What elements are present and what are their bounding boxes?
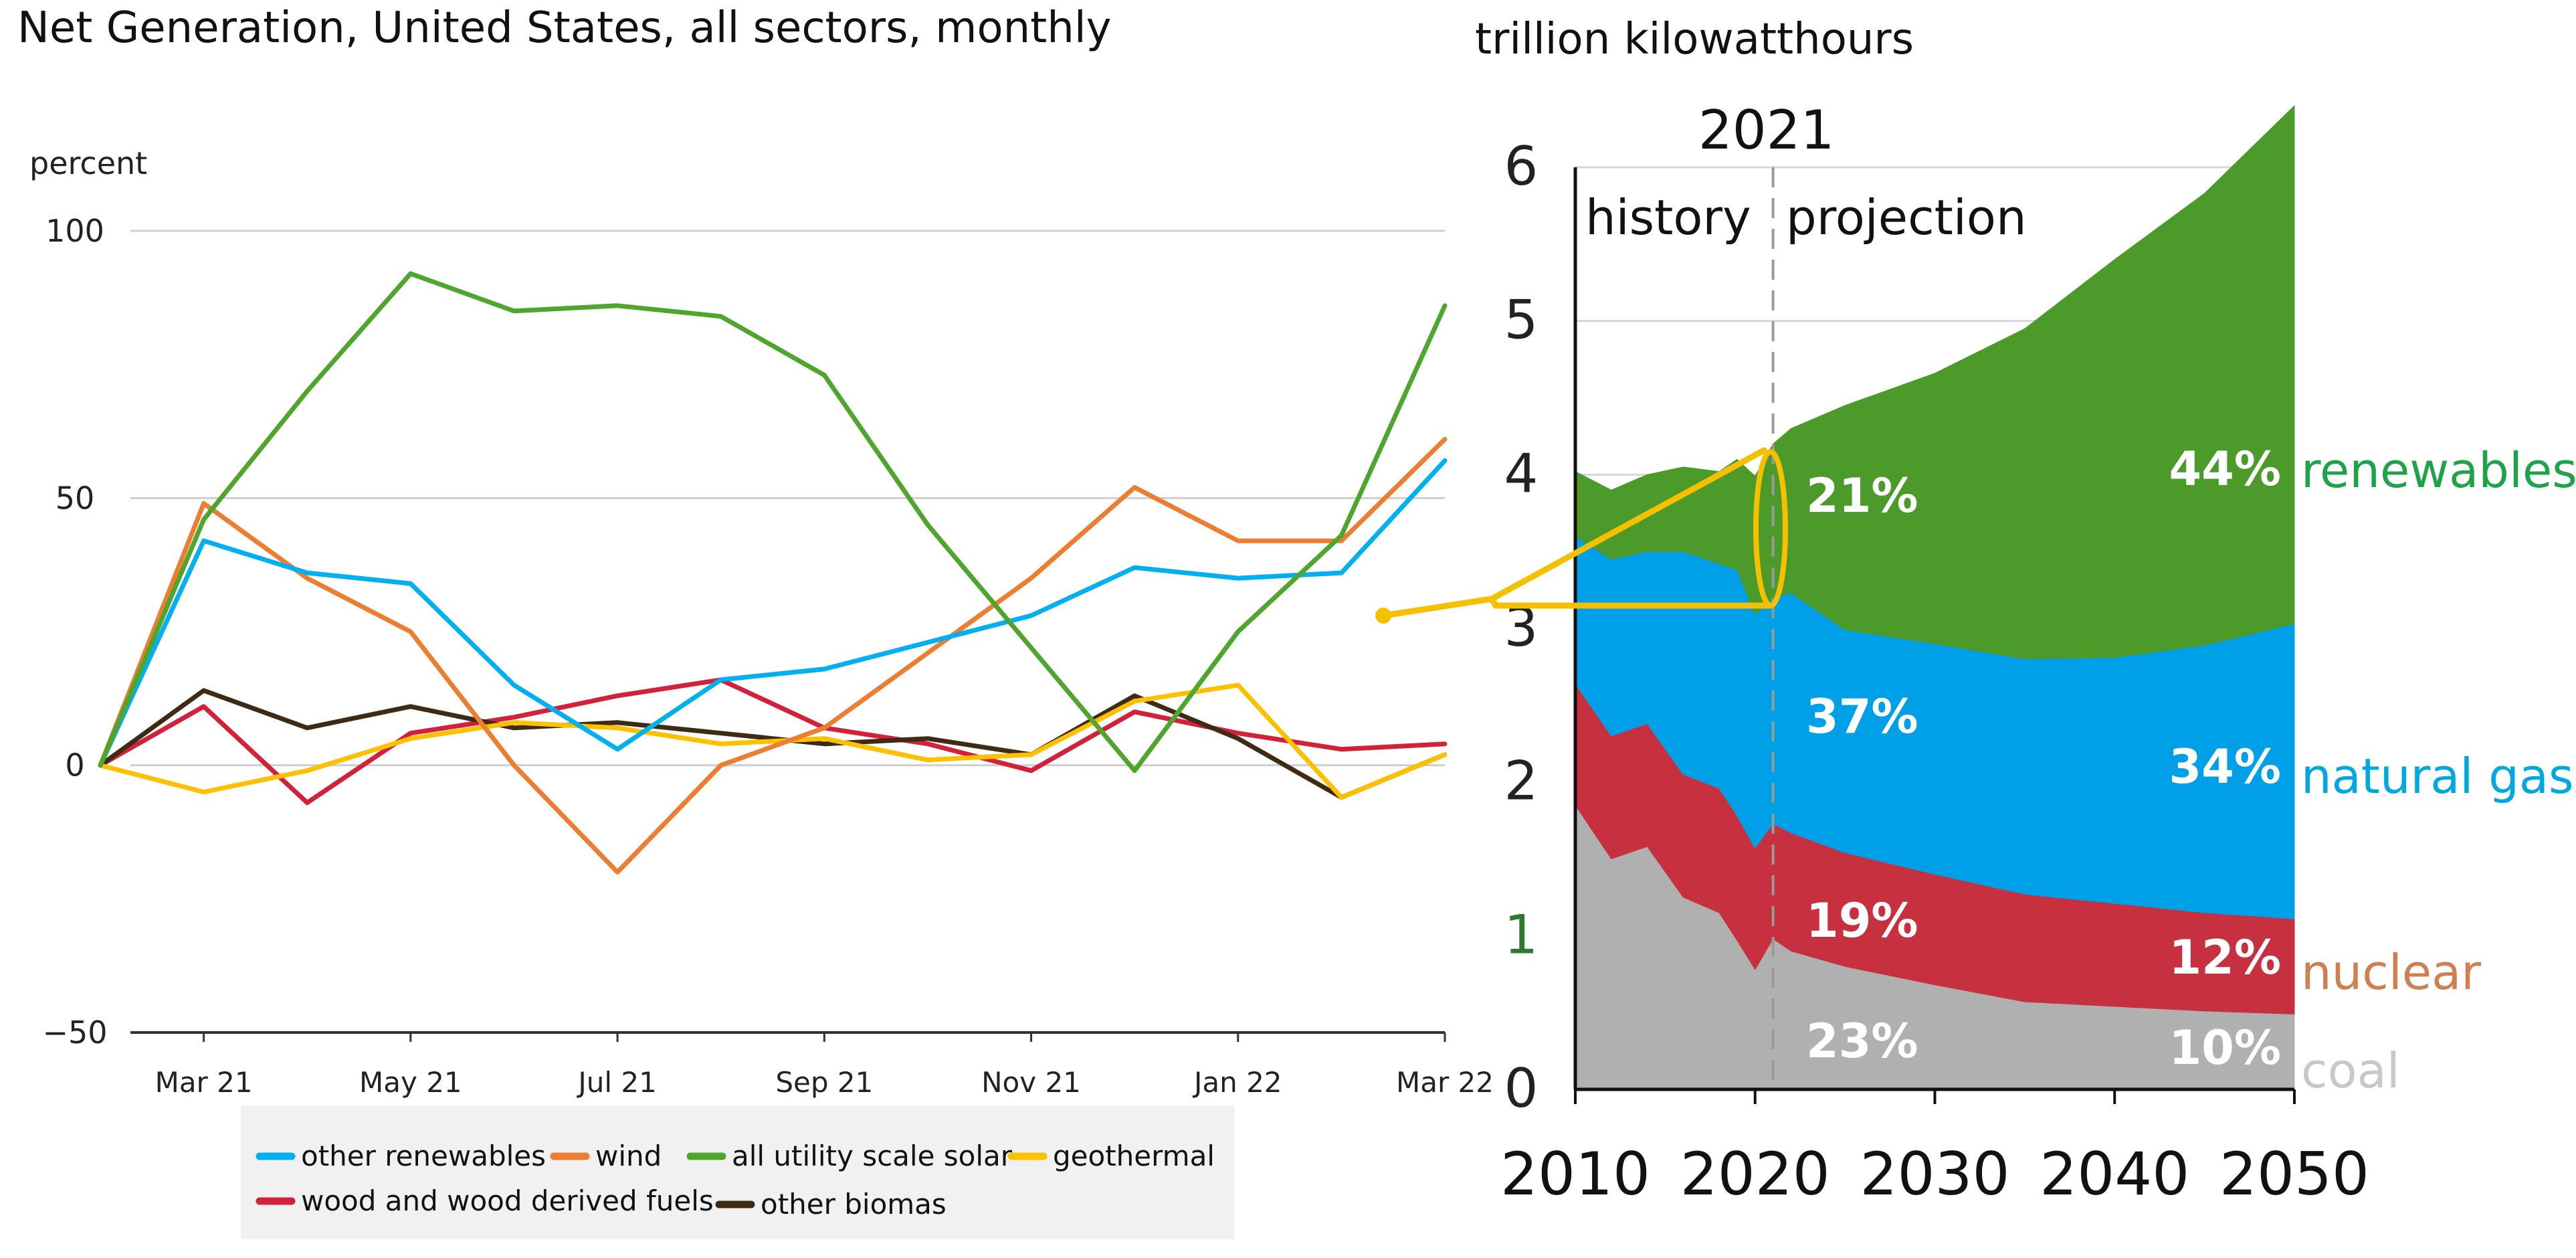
line-chart-y-tick-label: 50 xyxy=(56,480,95,516)
area-pct-2050: 10% xyxy=(2169,1020,2281,1075)
history-projection-divider: 2021 history projection xyxy=(1585,99,2027,1089)
legend-label: other biomas xyxy=(761,1188,947,1221)
area-chart-labels: 23% 10% coal 19% 12% nuclear 37% 34% natural gas… xyxy=(1806,442,2576,1099)
line-chart-x-tick-label: Jan 22 xyxy=(1192,1066,1282,1099)
area-pct-2050: 44% xyxy=(2169,442,2281,497)
series-line-other-renewables xyxy=(98,458,1448,768)
area-series-name: nuclear xyxy=(2301,944,2481,1000)
legend-label: wood and wood derived fuels xyxy=(301,1184,714,1217)
line-chart-legend: other renewables wind all utility scale so… xyxy=(241,1105,1234,1239)
line-chart-x-tick-label: Nov 21 xyxy=(981,1066,1081,1099)
line-chart-x-tick-label: Sep 21 xyxy=(775,1066,873,1099)
area-chart-y-tick-label: 6 xyxy=(1504,135,1539,197)
line-chart-y-ticks: 100 50 0 −50 xyxy=(42,213,107,1051)
series-line-all-utility-scale-solar xyxy=(98,271,1448,774)
area-chart-x-tick-label: 2020 xyxy=(1680,1140,1830,1208)
series-line-other-biomas xyxy=(98,688,1448,800)
area-series-name: renewables xyxy=(2301,442,2576,499)
area-chart-y-tick-label: 0 xyxy=(1504,1057,1539,1119)
line-chart-x-ticks: Mar 21 May 21 Jul 21 Sep 21 Nov 21 Jan 22 Mar … xyxy=(155,1032,1494,1099)
line-chart-y-tick-label: −50 xyxy=(42,1014,107,1051)
series-line-wind xyxy=(98,437,1448,875)
line-chart-gridlines xyxy=(130,230,1445,1034)
line-chart-y-tick-label: 0 xyxy=(65,747,84,784)
line-chart-y-tick-label: 100 xyxy=(45,213,104,249)
area-chart-y-tick-label: 2 xyxy=(1504,750,1539,812)
area-chart-y-tick-label: 1 xyxy=(1504,903,1539,966)
renewables-callout xyxy=(1375,447,1788,624)
area-chart-y-tick-label: 5 xyxy=(1504,289,1539,351)
legend-label: other renewables xyxy=(301,1140,546,1172)
series-line-geothermal xyxy=(98,683,1448,800)
line-chart-x-tick-label: May 21 xyxy=(359,1066,462,1099)
line-chart-series xyxy=(98,271,1448,875)
line-chart-x-tick-label: Mar 21 xyxy=(155,1066,253,1099)
area-pct-2021: 23% xyxy=(1806,1014,1918,1069)
callout-lines xyxy=(1380,447,1774,619)
area-chart-x-ticks: 2010 2020 2030 2040 2050 xyxy=(1500,1089,2369,1208)
callout-dot xyxy=(1375,608,1391,624)
legend-label: all utility scale solar xyxy=(732,1140,1013,1172)
area-series-name: coal xyxy=(2301,1043,2400,1099)
line-chart-y-label: percent xyxy=(29,145,147,181)
area-pct-2021: 19% xyxy=(1806,893,1918,948)
area-pct-2021: 21% xyxy=(1806,468,1918,523)
divider-year-label: 2021 xyxy=(1698,99,1835,161)
area-chart-x-tick-label: 2040 xyxy=(2040,1140,2189,1208)
area-pct-2050: 12% xyxy=(2169,930,2281,985)
area-chart-x-tick-label: 2010 xyxy=(1500,1140,1650,1208)
area-pct-2050: 34% xyxy=(2169,739,2281,794)
legend-label: wind xyxy=(595,1140,662,1172)
line-chart-x-tick-label: Jul 21 xyxy=(576,1066,656,1099)
area-series-name: natural gas xyxy=(2301,748,2574,804)
legend-label: geothermal xyxy=(1053,1140,1215,1172)
area-chart-x-tick-label: 2030 xyxy=(1860,1140,2010,1208)
projection-label: projection xyxy=(1786,189,2027,246)
history-label: history xyxy=(1585,189,1751,246)
area-pct-2021: 37% xyxy=(1806,689,1918,744)
line-chart-title: Net Generation, United States, all secto… xyxy=(17,3,1111,53)
area-chart-x-tick-label: 2050 xyxy=(2219,1140,2369,1208)
line-chart: Net Generation, United States, all secto… xyxy=(17,3,1494,1239)
area-chart-y-tick-label: 4 xyxy=(1504,442,1539,505)
line-chart-x-tick-label: Mar 22 xyxy=(1396,1066,1494,1099)
line-chart-legend-box xyxy=(241,1105,1234,1239)
area-chart-title: trillion kilowatthours xyxy=(1475,15,1914,64)
